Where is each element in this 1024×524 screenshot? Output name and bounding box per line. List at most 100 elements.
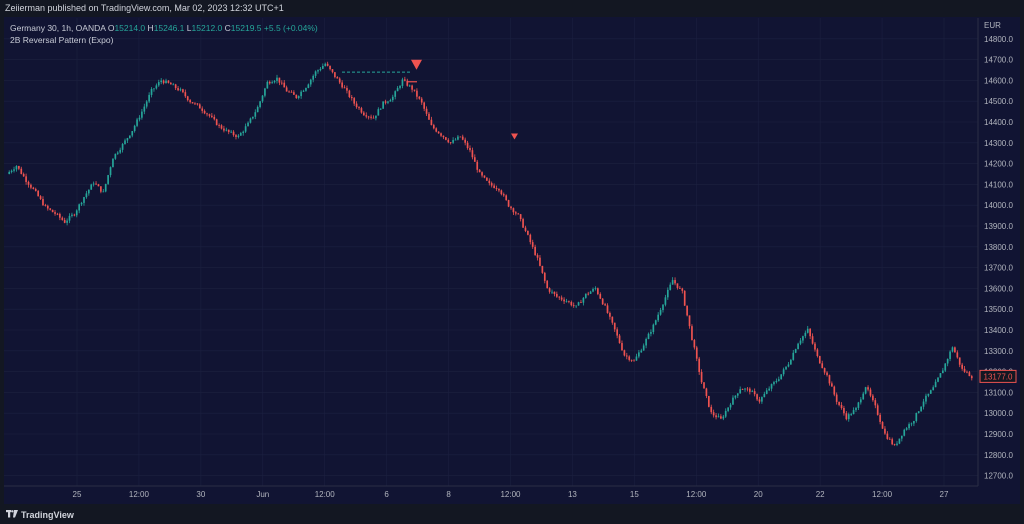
- candle-body: [247, 122, 249, 127]
- candle-body: [941, 370, 944, 374]
- close-label: C: [224, 23, 231, 33]
- candle-body: [165, 80, 167, 84]
- candle-body: [314, 71, 317, 76]
- candle-body: [756, 394, 758, 400]
- candle-body: [126, 138, 129, 141]
- candle-body: [893, 444, 896, 446]
- candle-body: [418, 96, 421, 99]
- candle-body: [464, 139, 467, 143]
- candle-body: [580, 302, 582, 304]
- candle-body: [917, 411, 920, 414]
- candle-body: [324, 63, 327, 66]
- candle-body: [37, 190, 40, 197]
- candle-body: [773, 382, 775, 385]
- candle-body: [138, 117, 141, 120]
- candle-body: [775, 380, 778, 383]
- candle-body: [703, 382, 705, 389]
- candle-body: [681, 288, 684, 291]
- candle-body: [449, 142, 452, 144]
- candle-body: [271, 82, 274, 84]
- chart-grid: [4, 18, 978, 486]
- candle-body: [141, 111, 143, 118]
- candle-body: [420, 98, 423, 103]
- time-tick-label: 12:00: [315, 490, 336, 499]
- candle-body: [63, 219, 66, 223]
- candle-body: [821, 363, 824, 369]
- candle-body: [266, 81, 269, 89]
- candle-body: [27, 181, 30, 185]
- candle-body: [828, 375, 831, 384]
- candle-body: [83, 197, 85, 203]
- candle-body: [211, 115, 213, 117]
- candle-body: [447, 139, 450, 143]
- indicator-label[interactable]: 2B Reversal Pattern (Expo): [10, 35, 114, 45]
- candle-body: [635, 356, 638, 361]
- candle-body: [22, 173, 25, 177]
- time-tick-label: Jun: [256, 490, 269, 499]
- candle-body: [290, 91, 293, 93]
- candle-body: [642, 345, 645, 351]
- candle-body: [582, 297, 585, 303]
- candle-body: [826, 372, 828, 376]
- candle-body: [256, 107, 259, 113]
- candle-body: [715, 415, 717, 418]
- candle-body: [857, 402, 860, 408]
- candle-body: [876, 405, 879, 415]
- chart-pane[interactable]: [4, 17, 1020, 504]
- candle-body: [425, 108, 428, 114]
- candle-body: [939, 373, 942, 378]
- candle-body: [676, 283, 679, 288]
- tradingview-brand[interactable]: TradingView: [21, 510, 74, 520]
- candle-body: [575, 305, 577, 307]
- candle-body: [124, 140, 126, 144]
- candle-body: [377, 109, 380, 116]
- price-tick-label: 14500.0: [984, 97, 1013, 106]
- candle-body: [321, 65, 324, 69]
- candle-body: [232, 131, 235, 136]
- candle-body: [100, 186, 102, 192]
- time-tick-label: 12:00: [129, 490, 150, 499]
- candle-body: [568, 301, 570, 303]
- tradingview-logo-icon[interactable]: [6, 510, 18, 519]
- candle-body: [353, 98, 356, 104]
- symbol-label[interactable]: Germany 30, 1h, OANDA: [10, 23, 106, 33]
- candle-body: [859, 399, 862, 403]
- price-tick-label: 14000.0: [984, 201, 1013, 210]
- low-label: L: [186, 23, 192, 33]
- candle-body: [862, 393, 865, 400]
- candle-body: [230, 131, 233, 133]
- candle-body: [92, 183, 95, 185]
- candle-body: [782, 369, 785, 375]
- candle-body: [157, 82, 160, 86]
- candle-body: [770, 384, 773, 389]
- candle-body: [963, 368, 966, 372]
- candle-body: [838, 401, 840, 405]
- candle-body: [968, 372, 971, 377]
- candle-body: [645, 338, 647, 346]
- candle-body: [220, 125, 223, 129]
- candle-body: [239, 133, 242, 136]
- chart-legend: Germany 30, 1h, OANDA O15214.0 H15246.1 …: [10, 22, 318, 46]
- publish-header: Zeiierman published on TradingView.com, …: [0, 0, 1024, 17]
- candle-body: [669, 284, 672, 290]
- candle-body: [203, 110, 206, 114]
- candle-body: [473, 157, 476, 162]
- candle-body: [150, 88, 153, 95]
- candle-body: [191, 102, 194, 104]
- candle-body: [235, 135, 237, 137]
- candle-body: [519, 214, 522, 220]
- price-tick-label: 13600.0: [984, 284, 1013, 293]
- candle-body: [845, 413, 848, 420]
- candle-body: [488, 180, 491, 184]
- candle-body: [498, 188, 500, 191]
- candle-body: [273, 80, 276, 83]
- candle-body: [495, 187, 498, 189]
- candle-body: [331, 69, 334, 73]
- candle-body: [387, 101, 389, 103]
- candle-body: [616, 329, 619, 336]
- candle-body: [954, 347, 956, 353]
- candle-body: [502, 194, 505, 196]
- candle-body: [223, 128, 225, 131]
- candle-body: [153, 88, 155, 90]
